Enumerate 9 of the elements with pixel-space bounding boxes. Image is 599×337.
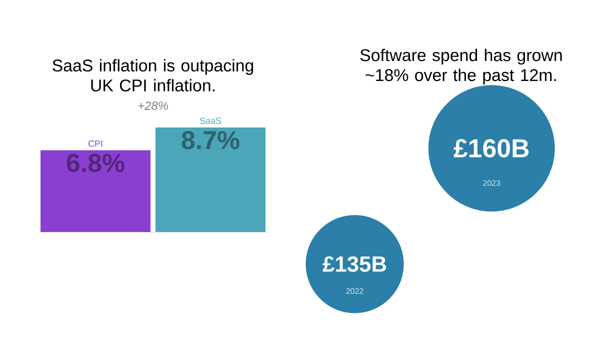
- x-tick-label: CPI: [88, 140, 102, 147]
- data-label: £135B: [322, 256, 386, 272]
- data-label: 6.8%: [66, 154, 124, 172]
- chart-title: SaaS inflation is outpacing UK CPI inflation.: [52, 59, 254, 92]
- data-label: £160B: [454, 139, 529, 158]
- x-tick-label: SaaS: [200, 118, 222, 124]
- text: Software spend has grown ~18% over the past 12m.: [360, 48, 562, 84]
- text: +28%: [138, 101, 168, 110]
- data-label: 8.7%: [182, 130, 240, 150]
